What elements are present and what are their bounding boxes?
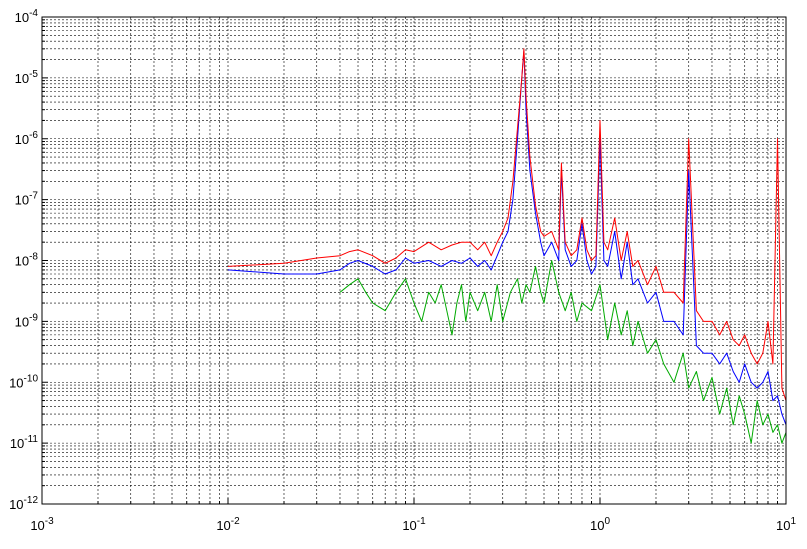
tick-marks (41, 19, 778, 505)
y-tick-label: 10-7 (15, 191, 39, 208)
series-layer (227, 48, 787, 444)
y-tick-label: 10-9 (15, 312, 39, 329)
y-tick-labels: 10-12 10-11 10-10 10-9 10-8 10-7 10-6 10-5 10-4 (9, 8, 38, 512)
y-tick-label: 10-12 (9, 495, 38, 512)
series-line-3 (227, 48, 787, 401)
series-line-2 (227, 50, 787, 425)
y-tick-label: 10-6 (15, 130, 39, 147)
y-tick-label: 10-11 (10, 434, 39, 451)
x-tick-label: 10-1 (402, 516, 426, 533)
x-tick-label: 10-3 (30, 516, 54, 533)
y-tick-label: 10-8 (15, 252, 39, 269)
y-tick-label: 10-4 (15, 8, 39, 25)
y-tick-label: 10-5 (15, 69, 39, 86)
x-tick-label: 100 (590, 516, 610, 533)
grid-lines (41, 17, 786, 505)
x-tick-labels: 10-3 10-2 10-1 100 101 (30, 516, 796, 533)
series-line-1 (339, 260, 787, 444)
x-tick-label: 10-2 (216, 516, 240, 533)
x-tick-label: 101 (776, 516, 796, 533)
y-tick-label: 10-10 (9, 373, 38, 390)
